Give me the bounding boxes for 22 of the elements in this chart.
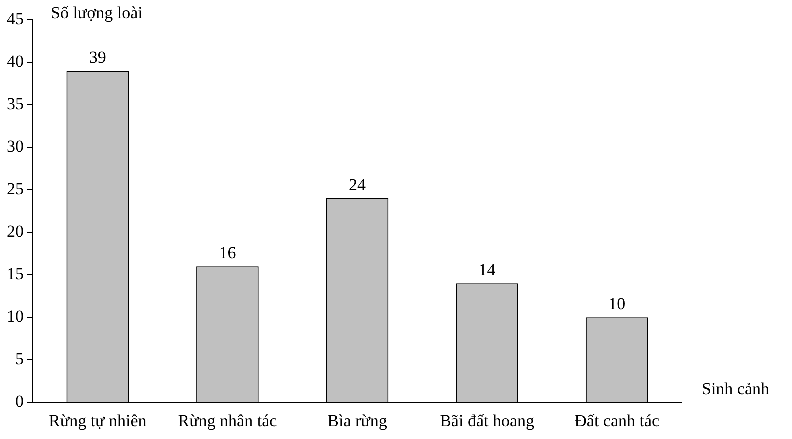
y-axis-title: Số lượng loài xyxy=(51,3,144,22)
x-tick-label: Bìa rừng xyxy=(328,411,388,430)
y-tick-label: 45 xyxy=(7,9,24,28)
x-tick-label: Đất canh tác xyxy=(574,411,660,430)
x-axis-title: Sinh cảnh xyxy=(702,380,770,399)
x-tick-label: Rừng nhân tác xyxy=(178,411,278,430)
data-label: 24 xyxy=(349,176,366,195)
y-tick-label: 15 xyxy=(7,264,24,284)
y-tick-label: 25 xyxy=(7,180,24,199)
data-label: 14 xyxy=(478,260,496,280)
y-tick-label: 0 xyxy=(16,392,24,412)
y-tick-label: 40 xyxy=(7,52,24,71)
data-label: 10 xyxy=(608,294,626,314)
y-tick-label: 35 xyxy=(7,94,24,114)
x-tick-label: Bãi đất hoang xyxy=(440,411,536,430)
data-label: 16 xyxy=(219,244,236,263)
y-tick-label: 30 xyxy=(7,137,24,156)
data-label: 39 xyxy=(89,48,106,67)
y-tick-label: 5 xyxy=(16,350,24,369)
x-tick-label: Rừng tự nhiên xyxy=(49,411,148,430)
y-tick-label: 10 xyxy=(7,307,24,326)
y-tick-label: 20 xyxy=(7,222,24,242)
